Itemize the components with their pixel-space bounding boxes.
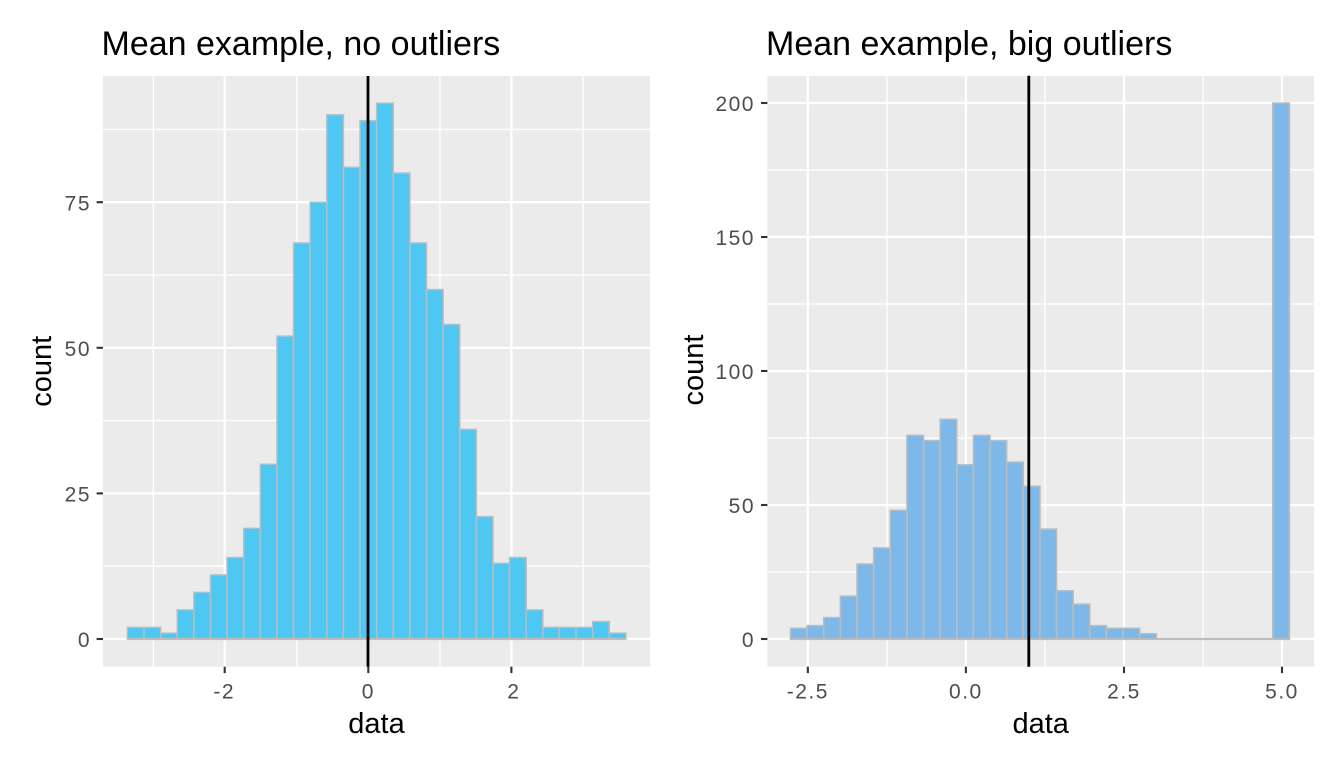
svg-text:0: 0 [742, 629, 755, 652]
svg-text:100: 100 [715, 361, 755, 384]
svg-text:50: 50 [65, 338, 91, 361]
svg-text:data: data [348, 708, 405, 740]
svg-text:0: 0 [78, 629, 91, 652]
svg-text:75: 75 [65, 192, 91, 215]
svg-text:5.0: 5.0 [1265, 681, 1299, 704]
svg-text:-2.5: -2.5 [787, 681, 829, 704]
svg-text:data: data [1012, 708, 1069, 740]
svg-text:2.5: 2.5 [1107, 681, 1141, 704]
svg-text:2: 2 [507, 681, 520, 704]
svg-text:count: count [678, 335, 710, 406]
svg-text:200: 200 [715, 93, 755, 116]
svg-text:Mean example, big outliers: Mean example, big outliers [766, 25, 1172, 63]
svg-text:count: count [26, 336, 58, 407]
svg-text:50: 50 [729, 495, 755, 518]
svg-text:-2: -2 [213, 681, 235, 704]
svg-text:0: 0 [362, 681, 375, 704]
svg-text:0.0: 0.0 [949, 681, 983, 704]
svg-text:150: 150 [715, 227, 755, 250]
svg-text:25: 25 [65, 484, 91, 507]
svg-text:Mean example, no outliers: Mean example, no outliers [102, 25, 501, 63]
